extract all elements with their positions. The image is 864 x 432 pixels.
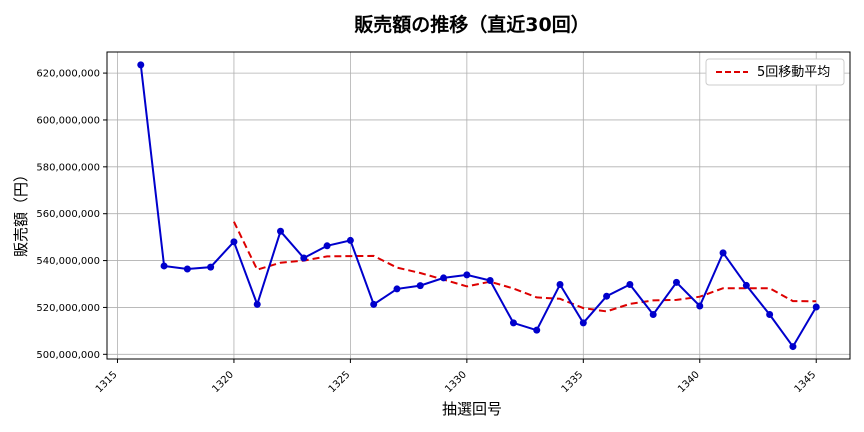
sales-point: [766, 310, 774, 318]
x-tick-label: 1330: [443, 369, 469, 395]
sales-point: [486, 276, 494, 284]
sales-point: [323, 242, 331, 250]
sales-point: [556, 280, 564, 288]
sales-point: [393, 285, 401, 293]
y-axis: 500,000,000 520,000,000 540,000,000 560,000…: [36, 69, 107, 361]
series-layer: [137, 61, 820, 351]
y-tick-label: 620,000,000: [36, 69, 100, 80]
sales-point: [603, 292, 611, 300]
grid-lines: [107, 52, 850, 359]
sales-point: [696, 302, 704, 310]
sales-point: [719, 249, 727, 257]
sales-point: [533, 326, 541, 334]
sales-point: [626, 280, 634, 288]
x-tick-label: 1345: [793, 369, 819, 395]
x-tick-label: 1320: [210, 369, 236, 395]
sales-point: [789, 343, 797, 351]
sales-point: [230, 238, 238, 246]
plot-area: [106, 51, 851, 360]
chart-title: 販売額の推移（直近30回）: [354, 13, 589, 36]
legend: 5回移動平均: [705, 58, 845, 86]
sales-point: [742, 281, 750, 289]
sales-point: [346, 236, 354, 244]
sales-point: [416, 282, 424, 290]
sales-point: [579, 319, 587, 327]
sales-point: [160, 262, 168, 270]
legend-label-moving-average: 5回移動平均: [757, 65, 830, 80]
sales-point: [300, 254, 308, 262]
moving-average-line: [233, 221, 817, 313]
sales-point: [463, 271, 471, 279]
x-tick-label: 1340: [676, 369, 702, 395]
y-tick-label: 540,000,000: [36, 256, 100, 267]
sales-point: [649, 310, 657, 318]
y-tick-label: 560,000,000: [36, 209, 100, 220]
sales-point: [672, 278, 680, 286]
sales-point: [440, 274, 448, 282]
legend-box: [705, 58, 845, 86]
sales-point: [183, 265, 191, 273]
y-axis-label: 販売額（円）: [12, 167, 30, 257]
y-tick-label: 520,000,000: [36, 303, 100, 314]
sales-point: [207, 263, 215, 271]
sales-point: [509, 319, 517, 327]
x-tick-label: 1335: [560, 369, 586, 395]
sales-point: [812, 303, 820, 311]
sales-point: [137, 61, 145, 69]
y-tick-label: 500,000,000: [36, 350, 100, 361]
sales-point: [277, 227, 285, 235]
x-axis-label: 抽選回号: [442, 400, 502, 418]
y-tick-label: 580,000,000: [36, 162, 100, 173]
x-axis: 1315 1320 1325 1330 1335 1340 1345: [94, 359, 819, 395]
x-tick-label: 1315: [94, 369, 120, 395]
x-tick-label: 1325: [327, 369, 353, 395]
sales-line: [139, 64, 818, 349]
sales-point: [253, 300, 261, 308]
y-tick-label: 600,000,000: [36, 115, 100, 126]
sales-point: [370, 300, 378, 308]
